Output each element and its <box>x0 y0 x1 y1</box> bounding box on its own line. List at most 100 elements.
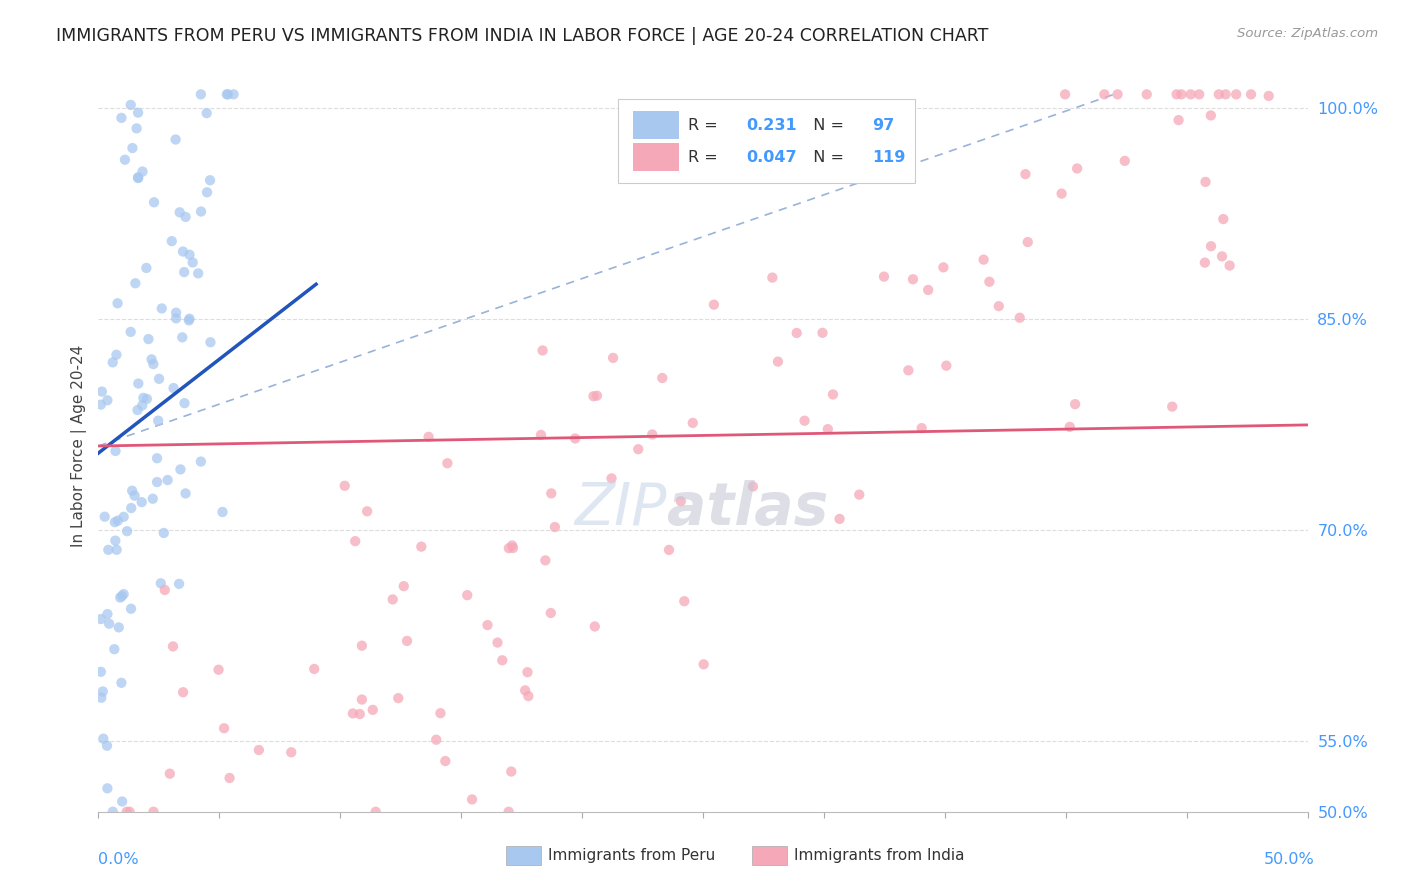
Point <box>173 265 195 279</box>
Point <box>692 657 714 672</box>
Point <box>501 764 523 779</box>
Point <box>583 619 606 633</box>
Text: R =: R = <box>689 150 723 165</box>
Point <box>187 266 209 280</box>
Point <box>911 421 934 435</box>
Point <box>973 252 995 267</box>
Point <box>114 153 136 167</box>
Point <box>103 642 125 657</box>
Point <box>344 534 367 549</box>
Point <box>582 389 605 403</box>
Point <box>1240 87 1263 102</box>
Point <box>418 430 440 444</box>
Point <box>848 488 870 502</box>
Point <box>131 399 153 413</box>
Point <box>172 330 194 344</box>
Point <box>586 389 609 403</box>
Point <box>118 805 141 819</box>
Point <box>1064 397 1087 411</box>
Point <box>148 414 170 428</box>
Point <box>564 432 586 446</box>
Point <box>756 145 779 159</box>
Point <box>127 376 149 391</box>
Point <box>364 805 387 819</box>
Point <box>172 244 194 259</box>
Point <box>110 591 132 605</box>
Point <box>901 272 924 286</box>
Point <box>120 601 142 615</box>
Point <box>350 692 373 706</box>
Point <box>501 539 523 553</box>
Point <box>112 587 135 601</box>
Text: ZIP: ZIP <box>574 480 666 537</box>
Point <box>786 326 808 340</box>
Text: 0.231: 0.231 <box>747 118 797 133</box>
Point <box>218 771 240 785</box>
Point <box>93 509 115 524</box>
Point <box>195 106 218 120</box>
Point <box>91 684 114 698</box>
Text: 119: 119 <box>872 150 905 165</box>
Point <box>90 665 112 679</box>
Text: Source: ZipAtlas.com: Source: ZipAtlas.com <box>1237 27 1378 40</box>
Point <box>127 403 149 417</box>
Point <box>741 479 763 493</box>
Point <box>828 512 851 526</box>
Text: IMMIGRANTS FROM PERU VS IMMIGRANTS FROM INDIA IN LABOR FORCE | AGE 20-24 CORRELA: IMMIGRANTS FROM PERU VS IMMIGRANTS FROM … <box>56 27 988 45</box>
Point <box>627 442 650 457</box>
Point <box>349 707 371 722</box>
Point <box>350 639 373 653</box>
Point <box>135 392 157 406</box>
Point <box>105 542 128 557</box>
Point <box>96 739 118 753</box>
Point <box>387 691 409 706</box>
FancyBboxPatch shape <box>619 99 915 183</box>
Point <box>120 98 142 112</box>
Point <box>1008 310 1031 325</box>
Text: 0.0%: 0.0% <box>98 852 139 867</box>
Point <box>207 663 229 677</box>
Point <box>132 391 155 405</box>
Point <box>125 121 148 136</box>
Point <box>174 486 197 500</box>
Point <box>873 269 896 284</box>
Point <box>425 732 447 747</box>
Point <box>793 414 815 428</box>
Point <box>150 301 173 316</box>
Point <box>111 795 134 809</box>
Text: 97: 97 <box>872 118 894 133</box>
Point <box>112 509 135 524</box>
Point <box>215 87 238 102</box>
Point <box>817 422 839 436</box>
Point <box>897 363 920 377</box>
Point <box>1054 87 1077 102</box>
Point <box>179 248 201 262</box>
Point <box>515 683 537 698</box>
Point <box>179 311 201 326</box>
Point <box>392 579 415 593</box>
Point <box>110 675 132 690</box>
Text: Immigrants from India: Immigrants from India <box>794 848 965 863</box>
Point <box>811 326 834 340</box>
Point <box>169 205 191 219</box>
Point <box>1208 87 1230 102</box>
Point <box>1212 212 1234 227</box>
Point <box>461 792 484 806</box>
Point <box>669 494 692 508</box>
Point <box>90 612 112 626</box>
Point <box>195 186 218 200</box>
Point <box>502 541 524 555</box>
Point <box>491 653 513 667</box>
Text: atlas: atlas <box>666 480 828 537</box>
Point <box>98 616 121 631</box>
Point <box>217 87 239 102</box>
Point <box>190 87 212 102</box>
Point <box>110 111 132 125</box>
Point <box>120 501 142 516</box>
Point <box>917 283 939 297</box>
Point <box>127 170 149 185</box>
Point <box>105 348 128 362</box>
Point <box>131 164 153 178</box>
Point <box>1211 249 1233 263</box>
Point <box>434 754 457 768</box>
